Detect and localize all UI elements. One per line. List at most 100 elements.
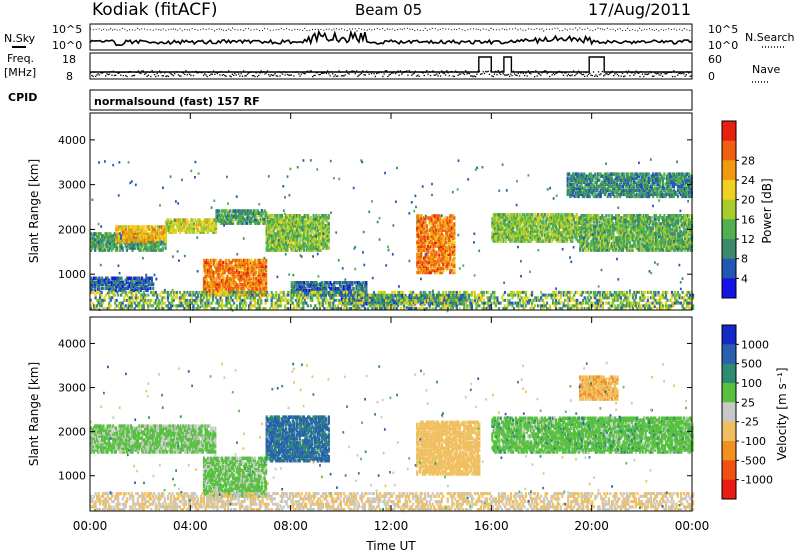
velocity-ylabel: Slant Range [km] [27, 362, 41, 466]
nave-point [294, 71, 296, 73]
nave-point [497, 70, 499, 72]
nave-point [654, 72, 656, 74]
colorbar-tick-label: -100 [741, 435, 766, 448]
nave-point [364, 74, 366, 76]
colorbar-segment [722, 199, 736, 220]
nave-point [296, 71, 299, 73]
nave-point [397, 70, 399, 72]
y-tick-label: 1000 [58, 268, 86, 281]
nave-point [449, 71, 452, 73]
nave-point [278, 71, 280, 73]
nave-point [162, 75, 164, 77]
nave-point [517, 72, 519, 75]
noise-panel [89, 23, 693, 51]
noise-tick-bottom-left: 10^0 [52, 39, 82, 52]
nave-point [619, 71, 621, 73]
nave-point [564, 72, 566, 74]
nave-point [95, 75, 97, 77]
nave-point [340, 75, 343, 77]
nave-point [159, 70, 161, 72]
nave-point [650, 72, 652, 74]
nave-point [260, 70, 262, 72]
nsky-trace [89, 29, 693, 47]
nave-point [360, 72, 363, 75]
x-tick-label: 16:00 [474, 519, 509, 533]
nave-point [243, 70, 245, 72]
nave-point [552, 72, 555, 75]
nave-point [299, 75, 301, 77]
nave-point [623, 75, 625, 78]
x-tick-label: 00:00 [675, 519, 710, 533]
nave-point [184, 73, 186, 76]
nave-point [143, 73, 146, 75]
nave-point [644, 73, 646, 75]
nave-point [689, 75, 691, 77]
nave-point [491, 75, 493, 77]
nave-point [273, 74, 275, 76]
nave-point [303, 72, 305, 75]
nave-point [389, 73, 391, 75]
nave-point [532, 71, 534, 73]
nave-point [201, 71, 203, 74]
nave-point [210, 73, 212, 75]
nave-point [197, 71, 200, 74]
nave-point [685, 74, 687, 76]
nave-point [554, 73, 556, 76]
scatter-region-0 [90, 424, 217, 454]
nave-point [671, 75, 674, 78]
nave-point [244, 75, 246, 77]
nave-point [501, 70, 503, 72]
nave-point [259, 72, 261, 74]
y-tick-label: 3000 [58, 179, 86, 192]
nave-point [116, 71, 118, 73]
nave-point [97, 73, 99, 75]
nave-point [417, 74, 419, 76]
nave-point [160, 72, 162, 74]
nave-point [529, 72, 531, 74]
nave-point [280, 72, 282, 74]
nave-point [131, 75, 133, 77]
nave-point [285, 71, 287, 74]
cpid-panel [89, 89, 693, 111]
nave-point [680, 73, 682, 75]
nave-point [584, 75, 586, 77]
nave-point [663, 71, 665, 74]
nave-point [476, 73, 478, 75]
nave-point [463, 73, 465, 76]
nave-point [151, 70, 153, 72]
nave-point [418, 75, 420, 77]
nave-point [597, 71, 600, 73]
nave-point [639, 75, 641, 78]
nave-point [279, 75, 281, 77]
nave-point [309, 70, 311, 72]
nave-point [170, 73, 172, 75]
nave-point [684, 75, 686, 77]
nave-point [645, 73, 647, 75]
nave-point [291, 71, 294, 73]
scatter-region-3 [416, 420, 481, 476]
nave-point [531, 71, 533, 73]
nave-point [452, 75, 454, 77]
nave-point [92, 75, 94, 78]
colorbar-segment [722, 460, 736, 480]
nave-point [399, 70, 402, 72]
nave-point [382, 75, 384, 78]
nave-point [630, 72, 632, 74]
scatter-region-3 [215, 209, 268, 225]
colorbar-segment [722, 219, 736, 240]
nave-point [253, 74, 255, 77]
nave-point [492, 75, 494, 78]
nave-point [120, 74, 122, 76]
nave-point [256, 75, 259, 78]
nave-point [634, 73, 636, 75]
nave-point [589, 72, 591, 74]
nave-point [302, 71, 304, 74]
nave-point [248, 72, 250, 74]
nave-point [436, 73, 438, 75]
nave-point [546, 72, 548, 75]
nave-point [90, 72, 92, 74]
power-cbar-label: Power [dB] [760, 178, 774, 243]
colorbar-tick-label: 500 [741, 358, 762, 371]
x-axis-label: Time UT [365, 539, 416, 553]
nave-point [661, 75, 664, 77]
